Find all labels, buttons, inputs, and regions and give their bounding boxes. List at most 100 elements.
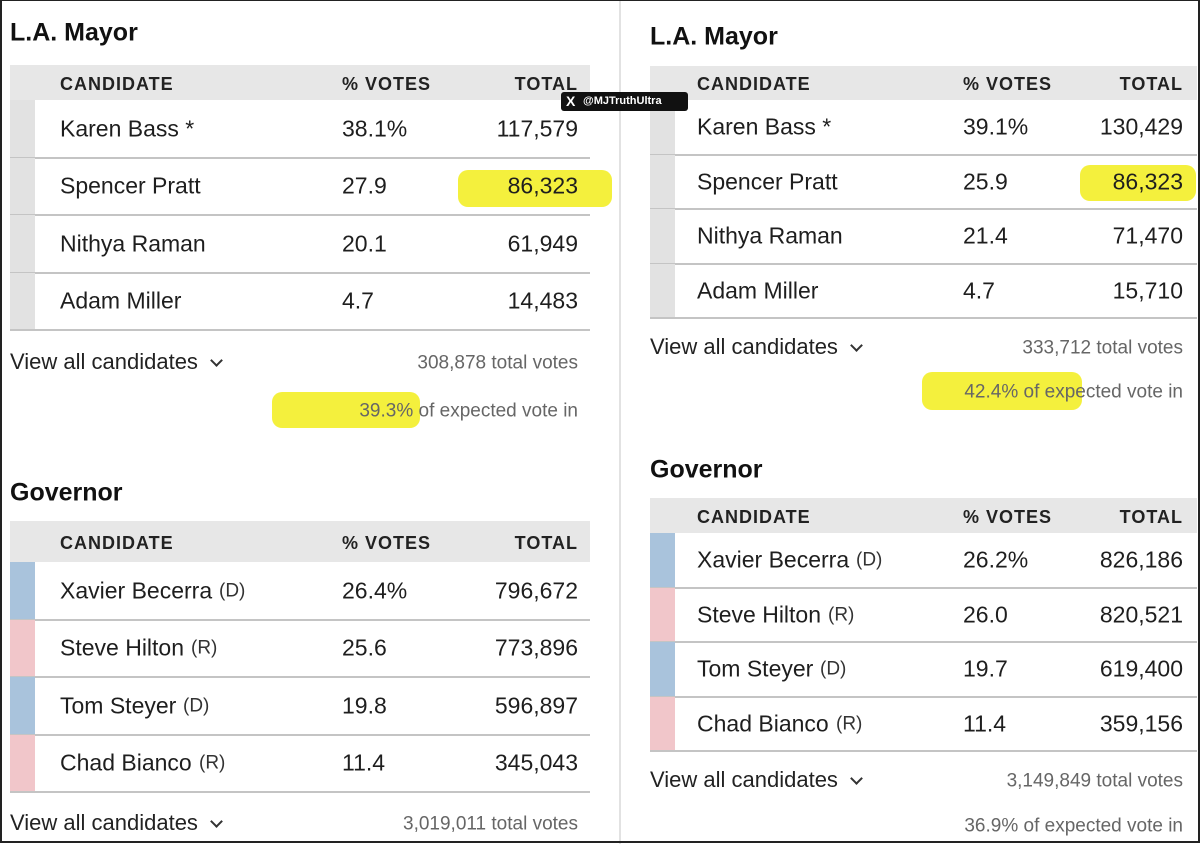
row-divider (650, 153, 1197, 156)
row-strip (650, 209, 675, 264)
vote-total: 71,470 (1112, 222, 1183, 249)
column-header: TOTAL (1119, 506, 1183, 527)
column-header: % VOTES (342, 73, 432, 94)
vote-total: 820,521 (1099, 601, 1183, 628)
candidate-party: (R) (191, 637, 218, 659)
candidate-name: Tom Steyer (697, 655, 814, 682)
row-divider (650, 262, 1197, 265)
vote-total: 826,186 (1099, 546, 1183, 573)
view-all-candidates[interactable]: View all candidates (650, 767, 838, 792)
watermark: X @MJTruthUltra (561, 92, 688, 111)
row-strip (650, 533, 675, 588)
vote-percent: 4.7 (342, 287, 374, 314)
candidate-party: (R) (199, 752, 226, 774)
candidate-name: Karen Bass * (697, 113, 832, 140)
column-header: CANDIDATE (697, 506, 811, 527)
candidate-party: (D) (856, 549, 883, 571)
race-title: Governor (10, 478, 123, 507)
vote-percent: 25.9 (963, 168, 1008, 195)
column-header: TOTAL (514, 532, 578, 553)
row-strip (10, 619, 35, 677)
vote-total: 345,043 (494, 749, 578, 776)
row-divider (10, 733, 590, 736)
row-strip (10, 215, 35, 273)
row-divider (10, 676, 590, 678)
vote-percent: 11.4 (963, 710, 1007, 737)
expected-vote: 42.4% of expected vote in (964, 381, 1183, 403)
vote-percent: 27.9 (342, 172, 387, 199)
row-divider (650, 208, 1197, 210)
row-divider (10, 618, 590, 621)
candidate-name: Spencer Pratt (60, 172, 201, 199)
candidate-name: Karen Bass * (60, 115, 195, 142)
candidate-name: Chad Bianco (697, 710, 829, 737)
row-strip (650, 642, 675, 697)
race-title: L.A. Mayor (10, 18, 138, 47)
highlight (922, 372, 1082, 410)
vote-percent: 19.7 (963, 655, 1008, 682)
row-strip (650, 154, 675, 209)
row-divider (10, 791, 590, 793)
row-strip (10, 272, 35, 330)
candidate-name: Adam Miller (60, 287, 182, 314)
row-strip (650, 696, 675, 751)
row-divider (10, 214, 590, 216)
candidate-name: Adam Miller (697, 277, 819, 304)
header-band (10, 65, 590, 100)
highlight (272, 392, 420, 428)
column-header: TOTAL (514, 73, 578, 94)
candidate-name: Xavier Becerra (60, 577, 213, 604)
total-votes: 333,712 total votes (1022, 337, 1183, 359)
candidate-party: (D) (219, 580, 246, 602)
expected-vote: 36.9% of expected vote in (964, 815, 1183, 837)
total-votes: 308,878 total votes (417, 352, 578, 374)
vote-total: 61,949 (507, 230, 578, 257)
vote-percent: 19.8 (342, 692, 387, 719)
vote-percent: 26.2% (963, 546, 1029, 573)
row-divider (650, 317, 1197, 319)
candidate-name: Spencer Pratt (697, 168, 838, 195)
race-title: L.A. Mayor (650, 22, 778, 51)
row-strip (650, 587, 675, 642)
highlight (458, 170, 612, 207)
highlight (1080, 165, 1196, 201)
view-all-candidates[interactable]: View all candidates (650, 334, 838, 359)
row-divider (10, 329, 590, 331)
vote-percent: 20.1 (342, 230, 387, 257)
row-divider (650, 750, 1197, 752)
vote-total: 86,323 (507, 172, 578, 199)
column-header: % VOTES (963, 506, 1053, 527)
header-band (650, 66, 1197, 100)
row-strip (10, 677, 35, 735)
vote-percent: 11.4 (342, 749, 386, 776)
vote-total: 359,156 (1099, 710, 1183, 737)
vote-total: 14,483 (507, 287, 578, 314)
expected-vote: 39.3% of expected vote in (359, 400, 578, 422)
view-all-candidates[interactable]: View all candidates (10, 810, 198, 835)
vote-total: 15,710 (1112, 277, 1183, 304)
vote-percent: 26.4% (342, 577, 408, 604)
candidate-party: (R) (828, 604, 855, 626)
vote-percent: 26.0 (963, 601, 1008, 628)
candidate-party: (D) (183, 695, 210, 717)
view-all-candidates[interactable]: View all candidates (10, 349, 198, 374)
vote-percent: 39.1% (963, 113, 1029, 140)
row-strip (10, 100, 35, 158)
column-header: % VOTES (963, 74, 1053, 94)
header-band (10, 521, 590, 562)
column-header: TOTAL (1119, 74, 1183, 94)
total-votes: 3,019,011 total votes (403, 813, 578, 835)
row-strip (10, 562, 35, 620)
vote-total: 619,400 (1099, 655, 1183, 682)
vote-total: 773,896 (494, 634, 578, 661)
column-header: CANDIDATE (60, 532, 174, 553)
row-strip (10, 734, 35, 792)
column-header: CANDIDATE (60, 73, 174, 94)
vote-percent: 38.1% (342, 115, 408, 142)
vote-percent: 21.4 (963, 222, 1008, 249)
row-divider (10, 156, 590, 159)
watermark-text: @MJTruthUltra (583, 95, 662, 107)
vote-total: 596,897 (494, 692, 578, 719)
candidate-party: (R) (836, 713, 863, 735)
